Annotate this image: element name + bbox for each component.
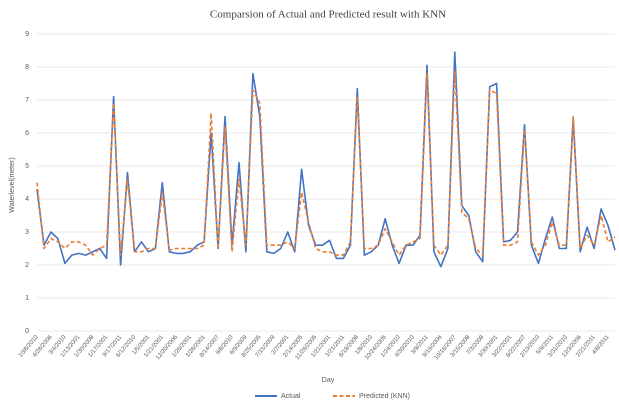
legend-label: Actual (281, 393, 301, 400)
y-tick-label: 3 (25, 229, 29, 236)
y-tick-label: 7 (25, 97, 29, 104)
y-tick-label: 5 (25, 163, 29, 170)
y-tick-label: 0 (25, 328, 29, 335)
chart-title: Comparsion of Actual and Predicted resul… (210, 9, 446, 21)
series-line (36, 51, 616, 268)
y-axis-label: Waterlevel(meter) (9, 157, 16, 212)
x-axis-label: Day (322, 377, 335, 384)
y-tick-label: 1 (25, 295, 29, 302)
y-tick-label: 9 (25, 31, 29, 38)
y-tick-label: 6 (25, 130, 29, 137)
y-tick-label: 4 (25, 196, 29, 203)
legend-label: Predicted (KNN) (359, 393, 410, 400)
series-line (36, 69, 616, 256)
y-tick-label: 2 (25, 262, 29, 269)
y-tick-label: 8 (25, 64, 29, 71)
